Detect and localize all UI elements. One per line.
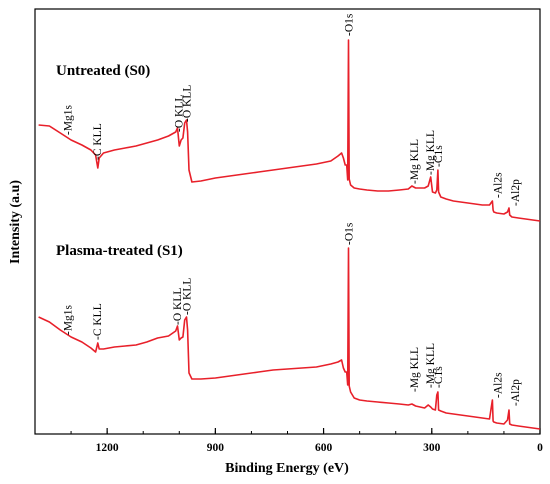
peak-label: -Mg KLL [425,343,437,388]
x-axis-ticks: 1200 900 600 300 0 [34,428,543,454]
x-tick-label: 300 [423,442,441,454]
series-line-untreated [38,39,541,222]
x-tick-label: 0 [537,442,543,454]
peak-label: -Mg1s [63,304,75,335]
series-line-plasma-treated [38,247,541,430]
peak-label: -Mg KLL [409,139,421,184]
peak-label: -O KLL [174,95,186,132]
peak-label: -Mg1s [63,104,75,135]
peak-label: -Al2s [492,372,504,398]
peak-label: -C1s [433,145,445,167]
peak-label: -Al2p [510,379,522,406]
peak-label: -O KLL [182,85,194,122]
x-tick-label: 900 [207,442,225,454]
peak-label: -C1s [433,366,445,388]
peak-label: -O1s [344,222,356,245]
peak-label: -O KLL [182,278,194,315]
panel-title-plasma-treated: Plasma-treated (S1) [56,243,183,259]
peak-label: -C KLL [92,123,104,160]
peak-label: -O KLL [172,288,184,325]
peak-label: -Mg KLL [409,347,421,392]
peak-label: -Al2s [492,172,504,198]
x-tick-label: 1200 [96,442,119,454]
x-tick-label: 600 [315,442,333,454]
peak-label: -Al2p [510,179,522,206]
y-axis-title: Intensity (a.u) [8,180,23,264]
series-layer [38,39,541,430]
peak-label: -O1s [344,13,356,36]
panel-title-untreated: Untreated (S0) [56,63,150,79]
peak-label: -C KLL [92,303,104,340]
x-axis-title: Binding Energy (eV) [225,461,349,476]
peak-label: -Mg KLL [425,130,437,175]
peak-labels: -Mg1s-C KLL-O KLL-O KLL-O1s-Mg KLL -Mg KL… [63,13,522,406]
